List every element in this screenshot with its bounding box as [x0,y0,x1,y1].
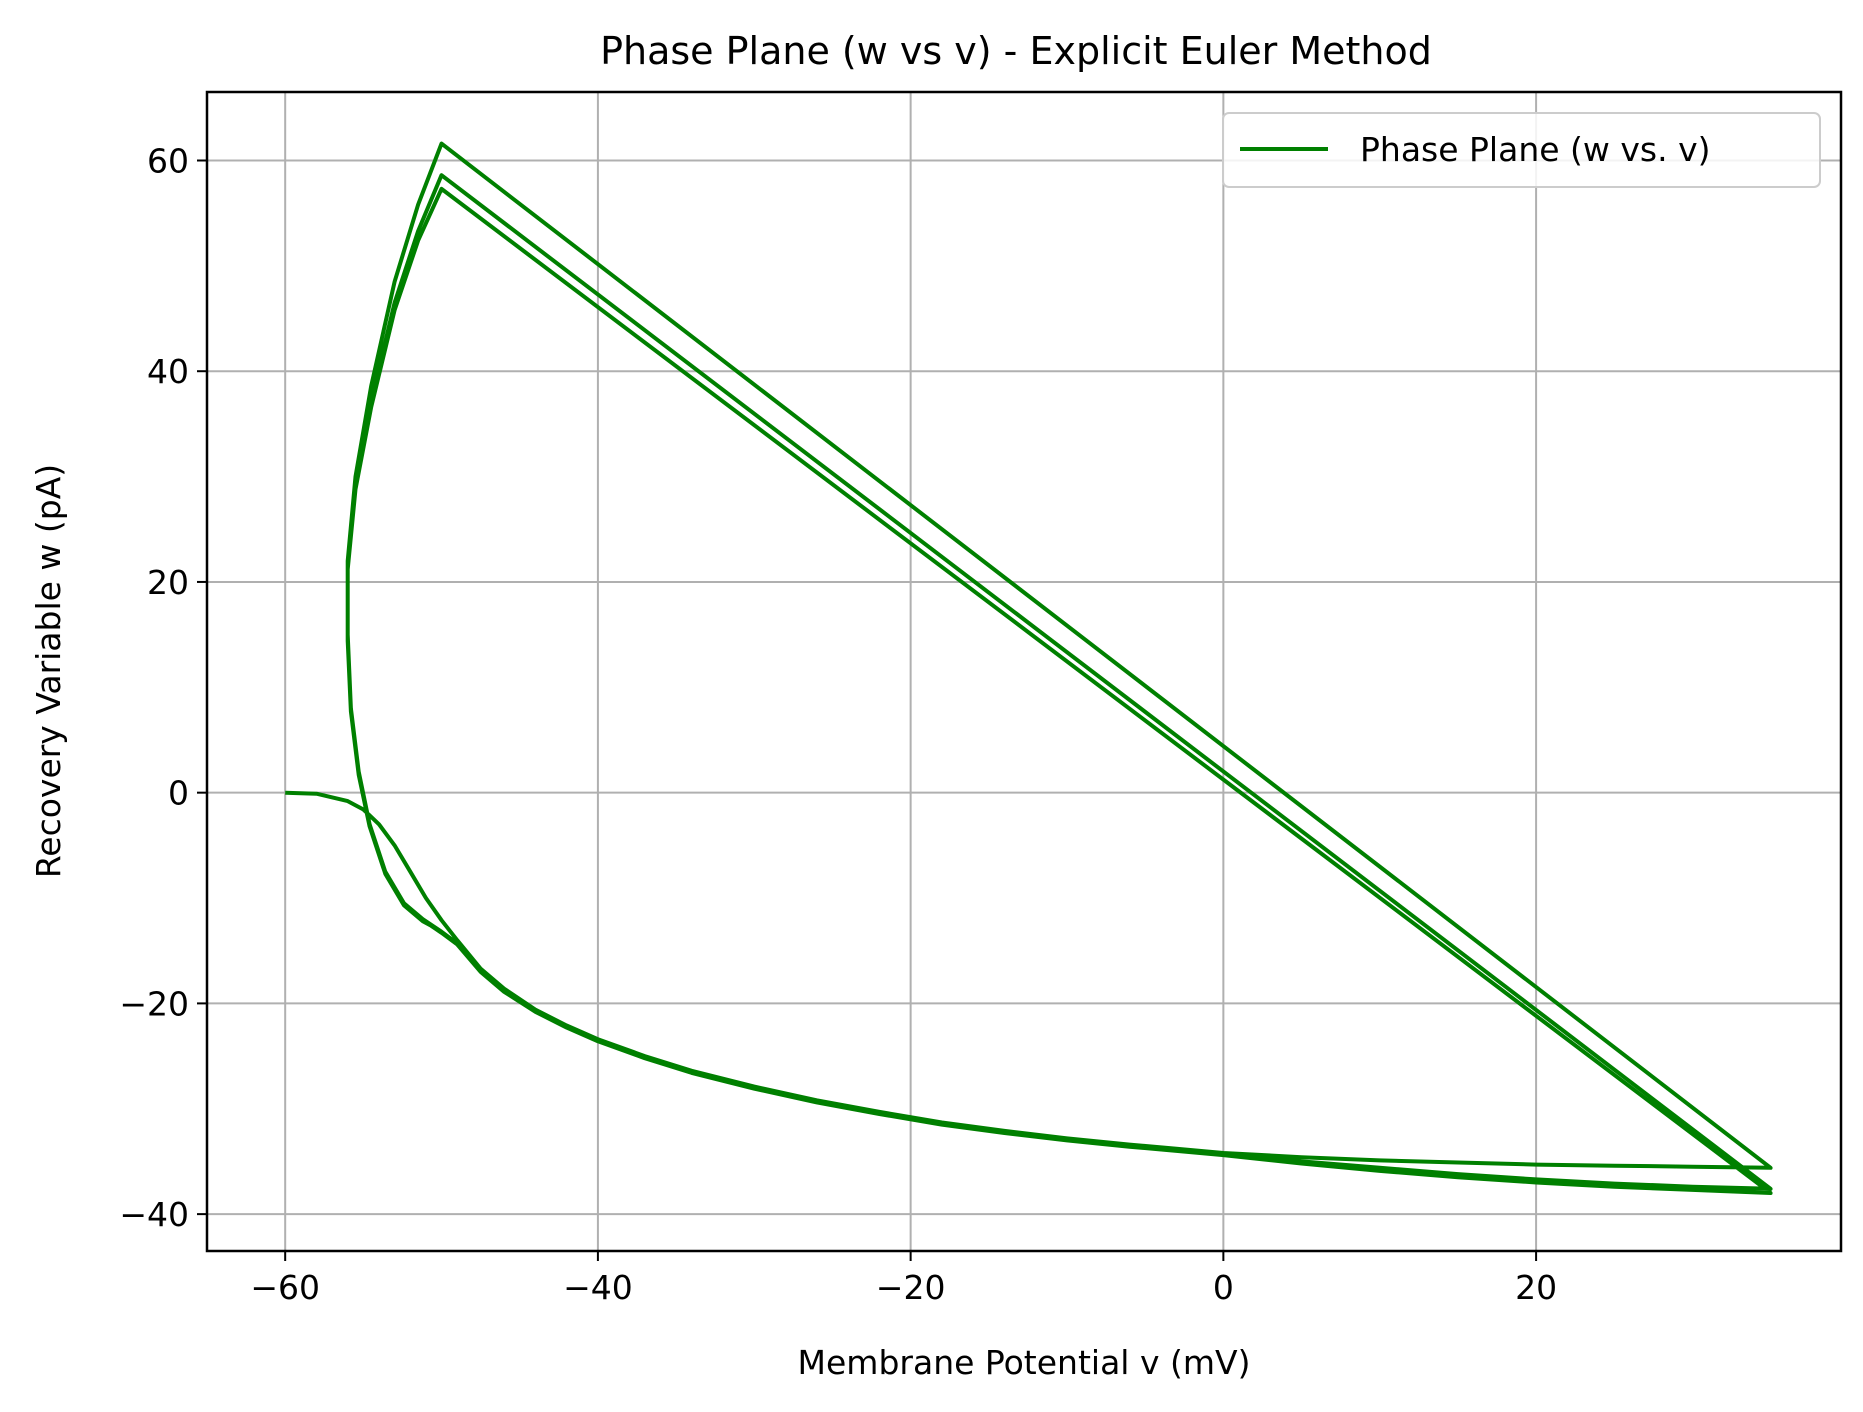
y-axis-label: Recovery Variable w (pA) [29,464,68,878]
plot-area-frame [205,90,1843,1253]
y-tick-label: 0 [168,774,189,813]
legend-box [1222,112,1821,188]
series-layer [285,141,1773,1195]
y-tick-label: −40 [119,1195,189,1234]
x-tick-label: −40 [563,1268,633,1307]
x-tick-label: 0 [1213,1268,1234,1307]
series-line-phase-plane [285,141,1773,1195]
y-tick-label: 40 [147,352,189,391]
chart-title: Phase Plane (w vs v) - Explicit Euler Me… [600,29,1432,73]
axis-ticks: −60 −40 −20 0 20 −40 −20 0 20 40 60 [119,141,1557,1307]
legend: Phase Plane (w vs. v) [1222,112,1821,188]
legend-label: Phase Plane (w vs. v) [1360,130,1710,169]
x-tick-label: 20 [1515,1268,1557,1307]
x-tick-label: −20 [876,1268,946,1307]
x-axis-label: Membrane Potential v (mV) [798,1343,1251,1382]
y-tick-label: −20 [119,984,189,1023]
x-tick-label: −60 [250,1268,320,1307]
grid [207,92,1841,1251]
y-tick-label: 20 [147,563,189,602]
y-tick-label: 60 [147,141,189,180]
